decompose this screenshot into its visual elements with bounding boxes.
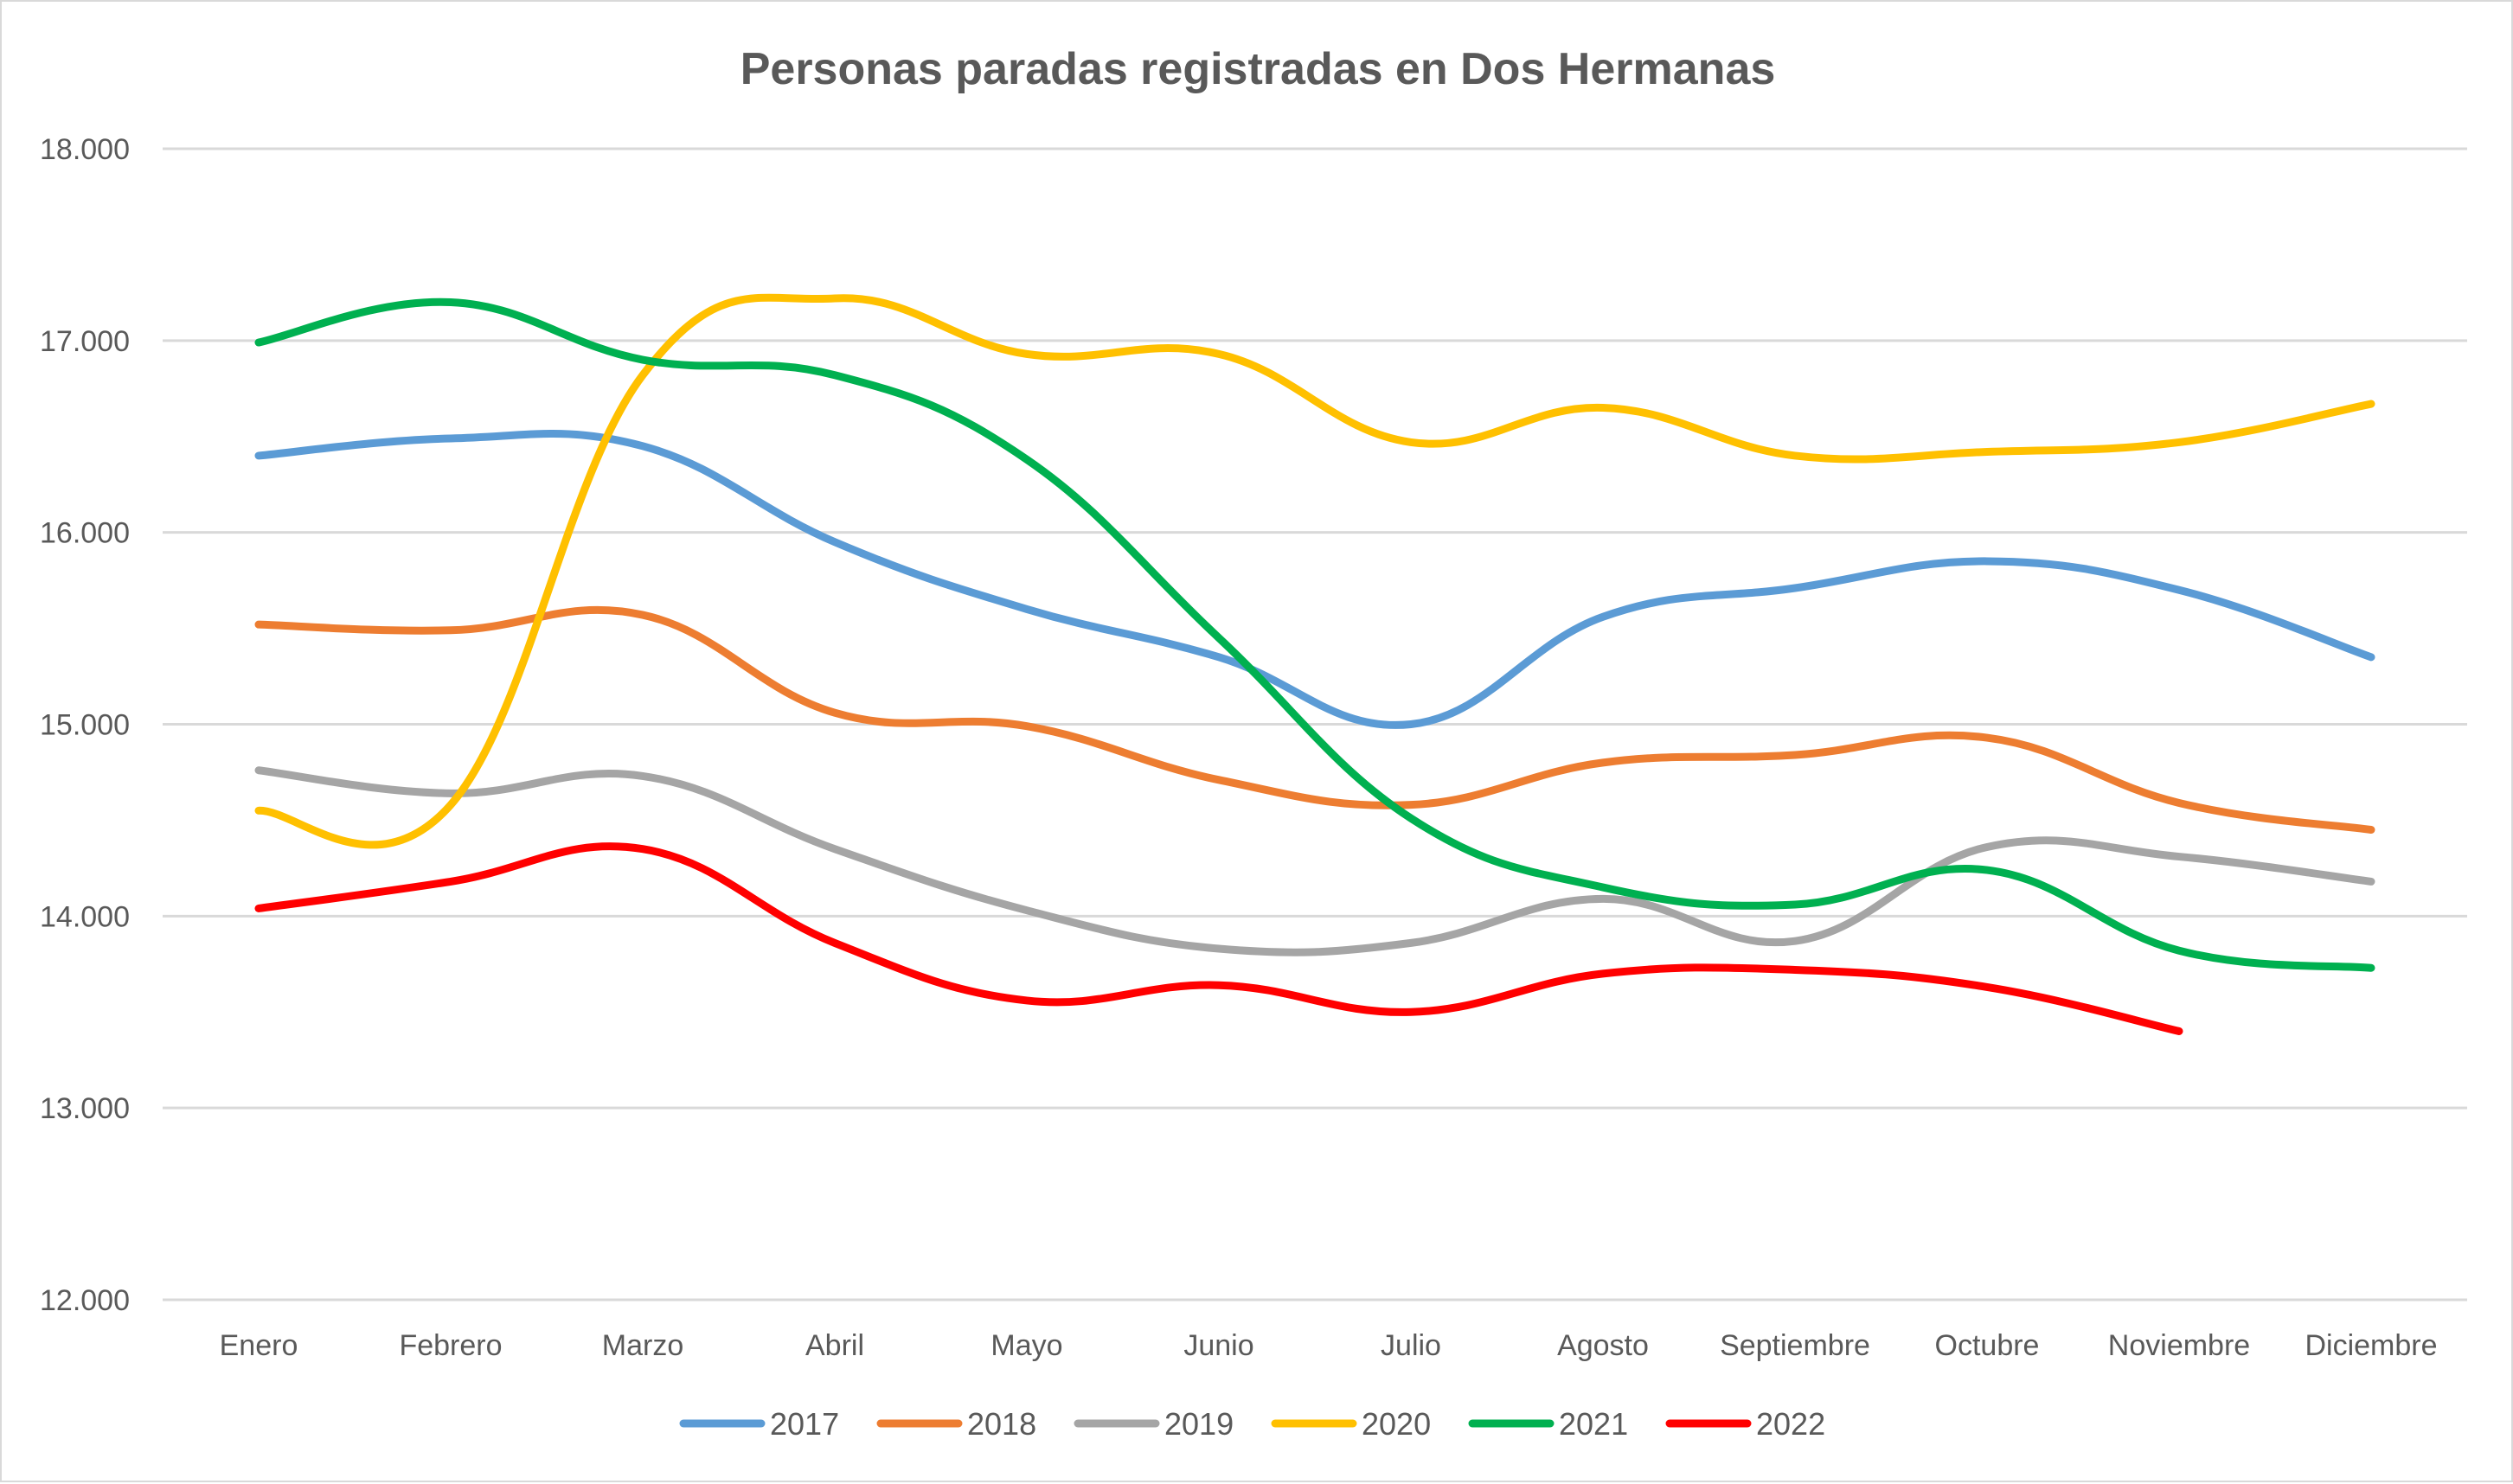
y-tick-label: 12.000 <box>40 1284 130 1317</box>
y-tick-label: 17.000 <box>40 325 130 358</box>
x-tick-label: Diciembre <box>2305 1329 2437 1362</box>
series-line-2018 <box>254 605 2375 835</box>
x-tick-label: Agosto <box>1557 1329 1649 1362</box>
x-tick-label: Octubre <box>1935 1329 2040 1362</box>
legend-item-2019: 2019 <box>1074 1406 1234 1442</box>
gridlines <box>163 147 2467 1302</box>
y-tick-label: 14.000 <box>40 900 130 933</box>
y-tick-label: 15.000 <box>40 709 130 742</box>
series-line-2017 <box>254 430 2375 729</box>
legend-item-2018: 2018 <box>876 1406 1036 1442</box>
x-tick-label: Abril <box>805 1329 864 1362</box>
x-axis-tick-labels: Enero Febrero Marzo Abril Mayo Junio Julio Agos… <box>220 1329 2438 1362</box>
y-tick-label: 18.000 <box>40 133 130 166</box>
legend-label: 2020 <box>1362 1406 1431 1442</box>
x-tick-label: Junio <box>1183 1329 1253 1362</box>
series-lines <box>254 293 2375 1035</box>
x-tick-label: Enero <box>220 1329 298 1362</box>
x-tick-label: Mayo <box>990 1329 1062 1362</box>
x-tick-label: Febrero <box>399 1329 502 1362</box>
y-tick-label: 13.000 <box>40 1092 130 1125</box>
legend: 2017 2018 2019 2020 2021 2022 <box>679 1406 1825 1442</box>
legend-label: 2017 <box>770 1406 839 1442</box>
series-line-2019 <box>254 766 2375 956</box>
series-line-2020 <box>254 293 2375 849</box>
y-tick-label: 16.000 <box>40 517 130 550</box>
chart-title: Personas paradas registradas en Dos Herm… <box>740 44 1776 94</box>
series-line-2022 <box>254 842 2183 1035</box>
legend-label: 2018 <box>967 1406 1036 1442</box>
legend-item-2017: 2017 <box>679 1406 839 1442</box>
x-tick-label: Septiembre <box>1720 1329 1870 1362</box>
legend-label: 2021 <box>1559 1406 1628 1442</box>
y-axis-tick-labels: 12.000 13.000 14.000 15.000 16.000 17.000 18.0… <box>40 133 130 1317</box>
legend-label: 2022 <box>1756 1406 1825 1442</box>
legend-item-2022: 2022 <box>1665 1406 1825 1442</box>
series-line-2021 <box>254 297 2375 972</box>
legend-label: 2019 <box>1164 1406 1234 1442</box>
legend-item-2021: 2021 <box>1468 1406 1628 1442</box>
x-tick-label: Noviembre <box>2108 1329 2250 1362</box>
x-tick-label: Marzo <box>602 1329 683 1362</box>
x-tick-label: Julio <box>1381 1329 1441 1362</box>
legend-item-2020: 2020 <box>1271 1406 1431 1442</box>
